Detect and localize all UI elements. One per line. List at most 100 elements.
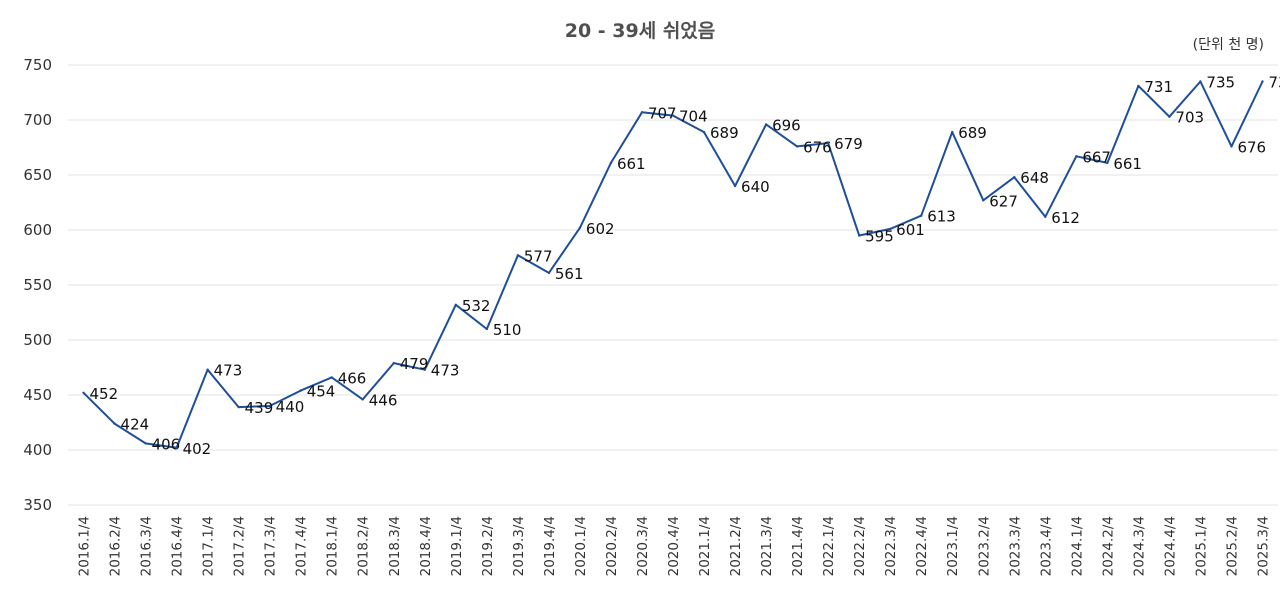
x-tick-label: 2020.2/4 <box>604 516 620 576</box>
data-label: 667 <box>1082 148 1111 166</box>
data-label: 627 <box>989 192 1018 210</box>
data-point <box>113 422 116 425</box>
data-label: 731 <box>1144 78 1173 96</box>
x-tick-label: 2017.4/4 <box>294 516 310 576</box>
data-label: 446 <box>369 391 398 409</box>
data-label: 577 <box>524 247 553 265</box>
data-point <box>795 145 799 148</box>
data-point <box>175 446 178 449</box>
data-point <box>361 398 364 401</box>
data-label: 689 <box>710 124 739 142</box>
data-point <box>1106 161 1109 165</box>
data-point <box>1044 215 1047 218</box>
data-label: 473 <box>431 362 460 380</box>
data-point <box>702 130 706 134</box>
data-label: 707 <box>648 104 677 122</box>
x-tick-label: 2020.1/4 <box>573 516 589 576</box>
data-label: 735 <box>1206 74 1235 92</box>
data-point <box>144 442 147 445</box>
x-tick-label: 2023.4/4 <box>1038 516 1054 576</box>
data-label: 612 <box>1051 209 1080 227</box>
x-tick-label: 2016.1/4 <box>77 516 93 576</box>
data-label: 595 <box>865 228 894 246</box>
data-point <box>423 368 426 371</box>
data-label: 703 <box>1175 109 1204 127</box>
data-label: 704 <box>679 108 708 126</box>
data-point <box>547 271 551 275</box>
data-point <box>1261 80 1264 83</box>
x-tick-label: 2016.4/4 <box>170 516 186 576</box>
data-point <box>733 184 737 188</box>
x-tick-label: 2024.1/4 <box>1069 516 1085 576</box>
x-tick-label: 2025.2/4 <box>1224 516 1240 576</box>
data-label: 679 <box>834 135 863 153</box>
x-tick-label: 2019.2/4 <box>480 516 496 576</box>
data-label: 661 <box>1113 155 1142 173</box>
x-tick-label: 2021.4/4 <box>790 516 806 576</box>
data-point <box>392 361 395 365</box>
unit-label: (단위 천 명) <box>1192 37 1264 53</box>
data-label: 601 <box>896 221 925 239</box>
x-tick-label: 2025.1/4 <box>1193 516 1209 576</box>
data-label: 440 <box>276 398 305 416</box>
y-tick-label: 350 <box>23 496 52 514</box>
data-label: 466 <box>338 369 367 387</box>
y-tick-label: 400 <box>23 441 52 459</box>
data-point <box>888 227 892 231</box>
data-point <box>454 303 458 306</box>
data-point <box>485 327 489 331</box>
data-label: 602 <box>586 220 615 238</box>
data-point <box>609 161 613 165</box>
x-tick-label: 2022.4/4 <box>914 516 930 576</box>
x-tick-label: 2022.1/4 <box>821 516 837 576</box>
data-point <box>1168 115 1171 118</box>
y-tick-label: 500 <box>23 331 52 349</box>
x-tick-label: 2019.4/4 <box>542 516 558 576</box>
x-tick-label: 2018.4/4 <box>418 516 434 576</box>
data-label: 439 <box>245 399 274 417</box>
data-point <box>268 404 271 408</box>
x-tick-label: 2017.3/4 <box>263 516 279 576</box>
data-point <box>82 391 85 394</box>
data-point <box>671 114 675 117</box>
data-label: 648 <box>1020 169 1049 187</box>
x-tick-label: 2025.3/4 <box>1255 516 1271 576</box>
data-point <box>764 123 768 126</box>
data-label: 640 <box>741 178 770 196</box>
x-tick-label: 2019.1/4 <box>449 516 465 576</box>
x-tick-label: 2018.3/4 <box>387 516 403 576</box>
data-point <box>330 376 333 379</box>
data-point <box>1013 176 1016 179</box>
x-tick-label: 2023.2/4 <box>976 516 992 576</box>
data-label: 735 <box>1268 74 1280 92</box>
x-tick-label: 2018.1/4 <box>325 516 341 576</box>
y-tick-label: 450 <box>23 386 52 404</box>
y-tick-label: 550 <box>23 276 52 294</box>
data-label: 532 <box>462 297 491 315</box>
data-label: 452 <box>90 385 119 403</box>
data-label: 424 <box>121 416 150 434</box>
data-label: 510 <box>493 321 522 339</box>
data-point <box>982 199 985 202</box>
x-tick-label: 2024.4/4 <box>1162 516 1178 576</box>
x-tick-label: 2017.1/4 <box>201 516 217 576</box>
y-tick-label: 750 <box>23 56 52 74</box>
x-tick-label: 2021.1/4 <box>697 516 713 576</box>
y-tick-label: 700 <box>23 111 52 129</box>
chart-title: 20 - 39세 쉬었음 <box>564 20 716 42</box>
data-label: 402 <box>183 440 212 458</box>
data-label: 676 <box>803 138 832 156</box>
data-point <box>237 405 240 409</box>
data-label: 676 <box>1237 138 1266 156</box>
x-tick-label: 2017.2/4 <box>232 516 248 576</box>
x-tick-label: 2021.2/4 <box>728 516 744 576</box>
x-tick-label: 2022.2/4 <box>852 516 868 576</box>
data-label: 689 <box>958 124 987 142</box>
y-tick-label: 650 <box>23 166 52 184</box>
x-tick-label: 2021.3/4 <box>759 516 775 576</box>
data-point <box>920 214 923 217</box>
data-point <box>206 368 209 371</box>
x-tick-label: 2024.3/4 <box>1131 516 1147 576</box>
data-point <box>857 234 861 237</box>
